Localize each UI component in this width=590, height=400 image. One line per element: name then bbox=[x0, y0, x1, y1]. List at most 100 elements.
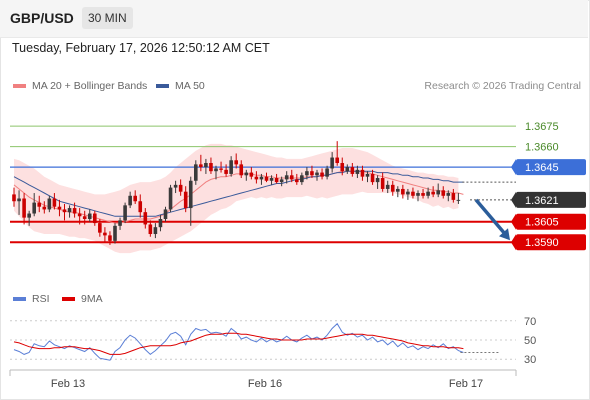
level-label-3: 1.3621 bbox=[511, 191, 586, 208]
rsi-ma-line bbox=[13, 332, 464, 355]
rsi-legend-label: RSI bbox=[32, 293, 50, 305]
candle-body bbox=[123, 205, 127, 221]
rsi-tick-label: 50 bbox=[524, 335, 536, 347]
candle-body bbox=[446, 193, 451, 196]
candle-body bbox=[401, 188, 405, 195]
candle-body bbox=[163, 209, 168, 219]
candle-body bbox=[113, 225, 117, 241]
ma20-legend-label: MA 20 + Bollinger Bands bbox=[32, 80, 148, 92]
ma50-line bbox=[13, 170, 464, 217]
legend-ma50: MA 50 bbox=[156, 80, 205, 92]
forecast-arrow-head bbox=[499, 228, 510, 241]
candle-body bbox=[118, 220, 122, 226]
candle-body bbox=[27, 213, 31, 218]
candle-body bbox=[310, 171, 314, 176]
candle-body bbox=[32, 202, 36, 214]
candle-body bbox=[42, 206, 47, 210]
ma50-legend-label: MA 50 bbox=[175, 80, 205, 92]
support-level-badge bbox=[516, 234, 586, 251]
support-level-text: 1.3590 bbox=[525, 237, 559, 249]
support-level-pointer bbox=[511, 234, 516, 251]
candle-body bbox=[380, 178, 385, 189]
candle-body bbox=[406, 191, 410, 195]
candle-body bbox=[239, 164, 244, 176]
candle-body bbox=[330, 157, 334, 169]
level-label-5: 1.3590 bbox=[511, 234, 586, 251]
candle-body bbox=[199, 164, 203, 168]
candle-body bbox=[284, 175, 289, 180]
candle-body bbox=[57, 206, 62, 210]
candle-body bbox=[234, 160, 238, 165]
x-tick-label: Feb 13 bbox=[51, 378, 85, 390]
candle-body bbox=[254, 176, 259, 180]
candle-body bbox=[295, 179, 299, 183]
candle-body bbox=[274, 178, 279, 183]
candle-body bbox=[138, 201, 143, 213]
rsi-tick-label: 70 bbox=[524, 316, 536, 328]
candle-body bbox=[128, 195, 132, 206]
support-level-text: 1.3605 bbox=[525, 217, 559, 229]
candle-body bbox=[340, 163, 345, 172]
candle-body bbox=[320, 172, 324, 177]
candle-body bbox=[370, 173, 375, 183]
rsi-tick-label: 30 bbox=[524, 354, 536, 366]
copyright-notice: Research © 2026 Trading Central bbox=[424, 80, 581, 92]
candle-body bbox=[17, 198, 21, 202]
candle-body bbox=[365, 173, 370, 177]
candle-body bbox=[98, 223, 102, 233]
candle-body bbox=[385, 184, 390, 189]
candle-body bbox=[188, 180, 193, 209]
candle-body bbox=[305, 171, 309, 176]
candle-body bbox=[279, 179, 284, 183]
candle-body bbox=[375, 178, 380, 183]
candle-body bbox=[315, 172, 319, 176]
forecast-arrow-shaft bbox=[474, 198, 509, 238]
candle-body bbox=[194, 164, 198, 181]
candle-body bbox=[416, 193, 420, 196]
level-label-4: 1.3605 bbox=[511, 213, 586, 230]
symbol-label: GBP/USD bbox=[10, 10, 74, 26]
candle-body bbox=[249, 172, 254, 177]
pivot-level-pointer bbox=[511, 159, 516, 176]
candle-body bbox=[360, 169, 365, 177]
candle-body bbox=[47, 198, 52, 210]
resistance-level-text: 1.3675 bbox=[525, 121, 559, 133]
current-level-text: 1.3621 bbox=[525, 195, 559, 207]
candle-body bbox=[345, 167, 350, 172]
candle-body bbox=[133, 195, 137, 202]
candle-body bbox=[143, 212, 148, 225]
x-tick-label: Feb 16 bbox=[248, 378, 282, 390]
candle-body bbox=[82, 216, 87, 219]
candle-body bbox=[209, 163, 213, 172]
candle-body bbox=[335, 157, 339, 164]
candle-body bbox=[269, 178, 274, 181]
legend-ma20: MA 20 + Bollinger Bands bbox=[13, 80, 147, 92]
support-level-badge bbox=[516, 213, 586, 230]
candle-body bbox=[289, 175, 294, 180]
candle-body bbox=[264, 176, 269, 181]
candle-body bbox=[219, 168, 223, 170]
current-level-badge bbox=[516, 191, 586, 208]
candle-body bbox=[355, 169, 360, 174]
candle-body bbox=[426, 191, 430, 196]
x-tick-label: Feb 17 bbox=[449, 378, 483, 390]
candle-body bbox=[350, 167, 355, 174]
candle-body bbox=[390, 184, 395, 192]
candle-body bbox=[67, 208, 72, 213]
candle-body bbox=[259, 176, 264, 180]
candle-body bbox=[153, 227, 158, 235]
rsi-line bbox=[13, 322, 464, 361]
pivot-level-badge bbox=[516, 159, 586, 176]
resistance-level-text: 1.3660 bbox=[525, 142, 559, 154]
candle-body bbox=[168, 187, 173, 210]
candle-body bbox=[300, 175, 304, 183]
interval-button[interactable]: 30 MIN bbox=[82, 7, 133, 29]
support-level-pointer bbox=[511, 213, 516, 230]
candle-body bbox=[173, 184, 178, 188]
legend-rsi: RSI bbox=[13, 293, 50, 305]
candle-body bbox=[421, 193, 425, 196]
ma9-legend-label: 9MA bbox=[81, 293, 103, 305]
candle-body bbox=[456, 199, 461, 201]
candle-body bbox=[224, 169, 228, 174]
